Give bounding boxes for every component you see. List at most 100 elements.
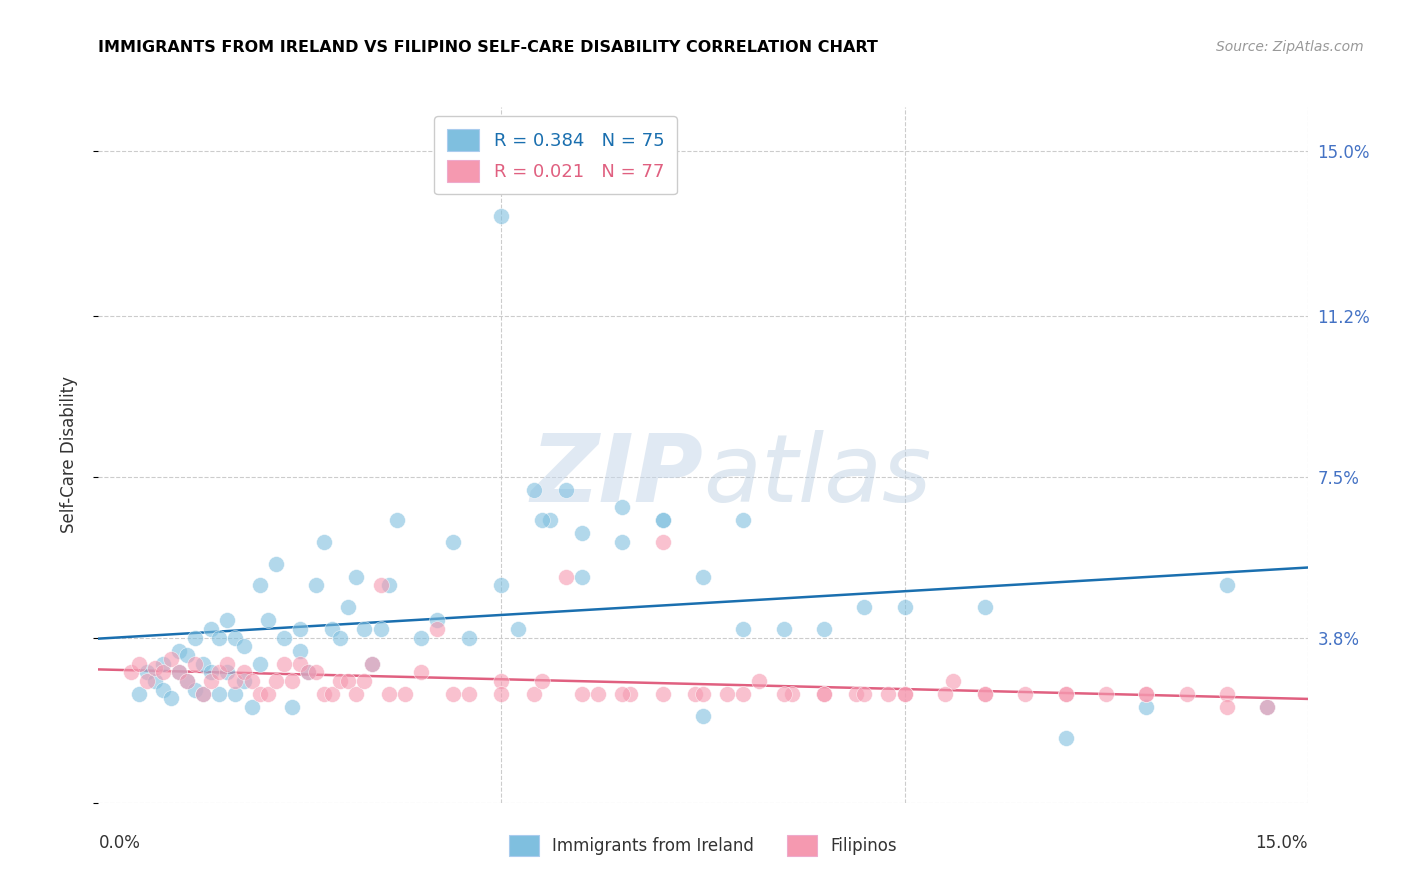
Point — [893, 687, 915, 701]
Point — [152, 665, 174, 680]
Point — [845, 687, 868, 701]
Point — [184, 682, 207, 697]
Point — [491, 674, 513, 689]
Point — [974, 687, 997, 701]
Point — [1216, 700, 1239, 714]
Point — [1135, 687, 1157, 701]
Point — [458, 687, 481, 701]
Point — [200, 665, 222, 680]
Point — [1095, 687, 1118, 701]
Text: ZIP: ZIP — [530, 430, 703, 522]
Point — [651, 535, 673, 549]
Point — [256, 613, 278, 627]
Point — [152, 657, 174, 671]
Point — [361, 657, 384, 671]
Point — [813, 622, 835, 636]
Point — [184, 657, 207, 671]
Point — [232, 639, 254, 653]
Point — [1135, 700, 1157, 714]
Point — [152, 682, 174, 697]
Point — [224, 674, 246, 689]
Legend: Immigrants from Ireland, Filipinos: Immigrants from Ireland, Filipinos — [501, 827, 905, 864]
Point — [733, 622, 755, 636]
Point — [441, 687, 464, 701]
Point — [692, 687, 714, 701]
Point — [748, 674, 770, 689]
Point — [530, 674, 553, 689]
Point — [733, 513, 755, 527]
Point — [651, 687, 673, 701]
Y-axis label: Self-Care Disability: Self-Care Disability — [59, 376, 77, 533]
Point — [458, 631, 481, 645]
Point — [167, 665, 190, 680]
Point — [426, 622, 449, 636]
Point — [772, 622, 794, 636]
Point — [523, 687, 546, 701]
Point — [249, 578, 271, 592]
Point — [264, 674, 287, 689]
Point — [772, 687, 794, 701]
Point — [877, 687, 900, 701]
Point — [733, 687, 755, 701]
Point — [273, 631, 295, 645]
Point — [441, 535, 464, 549]
Point — [314, 535, 336, 549]
Point — [321, 622, 343, 636]
Point — [321, 687, 343, 701]
Point — [337, 674, 360, 689]
Point — [1256, 700, 1278, 714]
Point — [305, 665, 328, 680]
Point — [893, 687, 915, 701]
Point — [135, 665, 157, 680]
Point — [538, 513, 561, 527]
Point — [853, 687, 876, 701]
Point — [281, 674, 304, 689]
Point — [853, 600, 876, 615]
Point — [370, 578, 392, 592]
Point — [1256, 700, 1278, 714]
Point — [571, 570, 593, 584]
Point — [143, 674, 166, 689]
Point — [249, 687, 271, 701]
Point — [491, 687, 513, 701]
Point — [692, 708, 714, 723]
Point — [934, 687, 956, 701]
Point — [337, 600, 360, 615]
Point — [281, 700, 304, 714]
Point — [523, 483, 546, 497]
Point — [555, 483, 578, 497]
Point — [120, 665, 142, 680]
Point — [288, 657, 311, 671]
Point — [297, 665, 319, 680]
Point — [974, 600, 997, 615]
Point — [217, 613, 239, 627]
Point — [370, 622, 392, 636]
Point — [217, 657, 239, 671]
Point — [651, 513, 673, 527]
Point — [256, 687, 278, 701]
Point — [200, 622, 222, 636]
Point — [1054, 731, 1077, 745]
Point — [249, 657, 271, 671]
Point — [813, 687, 835, 701]
Point — [1216, 687, 1239, 701]
Point — [314, 687, 336, 701]
Point — [506, 622, 529, 636]
Point — [353, 622, 375, 636]
Point — [377, 578, 399, 592]
Point — [264, 557, 287, 571]
Text: 15.0%: 15.0% — [1256, 834, 1308, 852]
Point — [530, 513, 553, 527]
Point — [619, 687, 641, 701]
Point — [273, 657, 295, 671]
Text: Source: ZipAtlas.com: Source: ZipAtlas.com — [1216, 40, 1364, 54]
Point — [297, 665, 319, 680]
Point — [974, 687, 997, 701]
Point — [942, 674, 965, 689]
Point — [128, 687, 150, 701]
Point — [1175, 687, 1198, 701]
Point — [813, 687, 835, 701]
Point — [208, 665, 231, 680]
Text: IMMIGRANTS FROM IRELAND VS FILIPINO SELF-CARE DISABILITY CORRELATION CHART: IMMIGRANTS FROM IRELAND VS FILIPINO SELF… — [98, 40, 879, 55]
Point — [692, 570, 714, 584]
